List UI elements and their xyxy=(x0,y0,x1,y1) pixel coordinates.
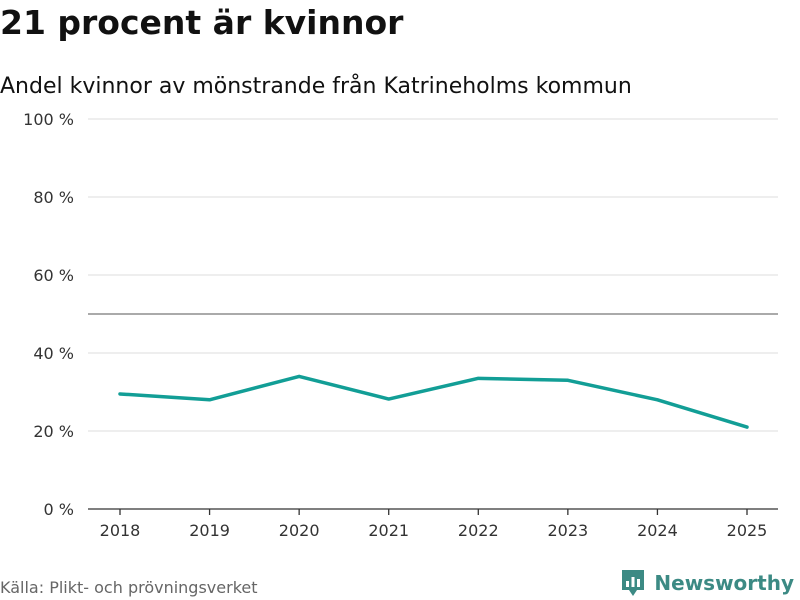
data-point-2024 xyxy=(655,398,659,402)
data-point-2025 xyxy=(745,425,749,429)
series-layer xyxy=(118,374,749,429)
data-point-2019 xyxy=(208,398,212,402)
y-tick-label: 0 % xyxy=(44,500,74,519)
brand-logo: Newsworthy xyxy=(620,568,794,598)
data-point-2018 xyxy=(118,392,122,396)
gridlines xyxy=(88,118,778,432)
x-tick-label: 2019 xyxy=(189,521,230,540)
data-point-2023 xyxy=(566,378,570,382)
x-tick-label: 2018 xyxy=(100,521,141,540)
newsworthy-logo-icon xyxy=(622,570,645,596)
y-axis-ticks: 0 % 20 % 40 % 60 % 80 % 100 % xyxy=(23,110,74,519)
y-tick-label: 100 % xyxy=(23,110,74,129)
x-axis-ticks: 2018 2019 2020 2021 2022 2023 2024 2025 xyxy=(100,509,768,540)
x-tick-label: 2021 xyxy=(368,521,409,540)
x-tick-label: 2023 xyxy=(547,521,588,540)
x-tick-label: 2025 xyxy=(727,521,768,540)
x-tick-label: 2020 xyxy=(279,521,320,540)
y-tick-label: 40 % xyxy=(33,344,74,363)
chart-subtitle: Andel kvinnor av mönstrande från Katrine… xyxy=(0,74,632,99)
data-point-2022 xyxy=(476,376,480,380)
source-note: Källa: Plikt- och prövningsverket xyxy=(0,578,258,597)
x-tick-label: 2024 xyxy=(637,521,678,540)
brand-name: Newsworthy xyxy=(654,571,794,595)
x-tick-label: 2022 xyxy=(458,521,499,540)
data-point-2020 xyxy=(297,374,301,378)
series-line-0 xyxy=(118,374,749,429)
chart-title: 21 procent är kvinnor xyxy=(0,3,404,42)
y-tick-label: 60 % xyxy=(33,266,74,285)
y-tick-label: 20 % xyxy=(33,422,74,441)
data-point-2021 xyxy=(387,397,391,401)
y-tick-label: 80 % xyxy=(33,188,74,207)
